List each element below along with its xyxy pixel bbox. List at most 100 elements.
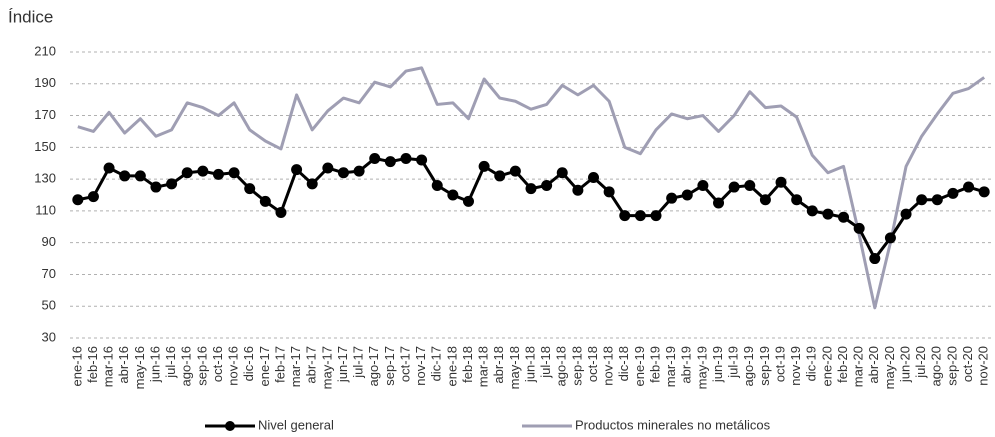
x-tick-label: abr-20 xyxy=(866,346,881,384)
x-tick-label: feb-17 xyxy=(272,346,287,383)
x-tick-label: ago-18 xyxy=(554,346,569,386)
point xyxy=(119,170,131,182)
x-tick-label: dic-19 xyxy=(804,346,819,381)
point xyxy=(431,179,443,191)
point xyxy=(447,189,459,201)
x-tick-label: oct-17 xyxy=(397,346,412,382)
point xyxy=(900,208,912,220)
point xyxy=(947,187,959,199)
point xyxy=(650,210,662,222)
x-tick-label: abr-18 xyxy=(491,346,506,384)
point xyxy=(916,194,928,206)
y-tick-label: 170 xyxy=(34,107,56,122)
point xyxy=(462,195,474,207)
point xyxy=(306,178,318,190)
x-tick-label: may-16 xyxy=(132,346,147,389)
x-tick-label: ago-17 xyxy=(366,346,381,386)
point xyxy=(275,206,287,218)
point xyxy=(713,197,725,209)
x-tick-label: jun-16 xyxy=(147,346,162,383)
y-tick-label: 190 xyxy=(34,75,56,90)
y-tick-label: 30 xyxy=(42,329,56,344)
x-tick-label: nov-18 xyxy=(601,346,616,386)
x-tick-label: sep-16 xyxy=(194,346,209,386)
x-tick-label: ago-20 xyxy=(929,346,944,386)
x-tick-label: dic-18 xyxy=(616,346,631,381)
point xyxy=(400,152,412,164)
point xyxy=(87,191,99,203)
point xyxy=(416,154,428,166)
x-tick-label: sep-19 xyxy=(757,346,772,386)
y-axis-title: Índice xyxy=(8,7,53,26)
x-tick-label: nov-17 xyxy=(413,346,428,386)
y-tick-label: 70 xyxy=(42,266,56,281)
x-tick-label: ago-16 xyxy=(179,346,194,386)
x-tick-label: feb-20 xyxy=(835,346,850,383)
x-tick-label: feb-18 xyxy=(460,346,475,383)
point xyxy=(775,176,787,188)
legend-label: Nivel general xyxy=(258,417,334,432)
point xyxy=(556,167,568,179)
x-tick-label: jul-19 xyxy=(726,346,741,379)
point xyxy=(588,172,600,184)
point xyxy=(822,208,834,220)
x-tick-label: sep-17 xyxy=(382,346,397,386)
x-tick-label: ene-19 xyxy=(632,346,647,386)
x-tick-label: may-17 xyxy=(319,346,334,389)
point xyxy=(978,186,990,198)
point xyxy=(744,179,756,191)
point xyxy=(603,186,615,198)
x-tick-label: ene-17 xyxy=(257,346,272,386)
point xyxy=(181,167,193,179)
x-tick-label: jun-18 xyxy=(522,346,537,383)
x-tick-label: dic-16 xyxy=(241,346,256,381)
x-tick-label: dic-17 xyxy=(429,346,444,381)
x-tick-label: feb-19 xyxy=(647,346,662,383)
point xyxy=(322,162,334,174)
x-tick-label: jun-17 xyxy=(335,346,350,383)
point xyxy=(291,164,303,176)
x-tick-label: may-19 xyxy=(694,346,709,389)
point xyxy=(494,170,506,182)
point xyxy=(478,160,490,172)
x-tick-label: oct-20 xyxy=(960,346,975,382)
point xyxy=(134,170,146,182)
x-tick-label: nov-16 xyxy=(226,346,241,386)
point xyxy=(791,194,803,206)
point xyxy=(384,156,396,168)
point xyxy=(666,192,678,204)
point xyxy=(697,179,709,191)
point xyxy=(353,165,365,177)
point xyxy=(259,195,271,207)
point xyxy=(853,222,865,234)
point xyxy=(541,179,553,191)
x-tick-label: ene-18 xyxy=(444,346,459,386)
point xyxy=(728,181,740,193)
y-tick-label: 130 xyxy=(34,171,56,186)
x-tick-label: abr-19 xyxy=(679,346,694,384)
point xyxy=(228,167,240,179)
point xyxy=(681,189,693,201)
x-tick-label: ago-19 xyxy=(741,346,756,386)
y-tick-label: 50 xyxy=(42,298,56,313)
x-tick-label: oct-19 xyxy=(772,346,787,382)
point xyxy=(525,183,537,195)
x-tick-label: jul-20 xyxy=(913,346,928,379)
point xyxy=(150,181,162,193)
x-tick-label: abr-17 xyxy=(304,346,319,384)
x-tick-label: feb-16 xyxy=(85,346,100,383)
point xyxy=(806,205,818,217)
x-tick-label: mar-20 xyxy=(851,346,866,387)
x-tick-label: may-20 xyxy=(882,346,897,389)
x-tick-label: sep-20 xyxy=(944,346,959,386)
x-tick-label: jun-19 xyxy=(710,346,725,383)
point xyxy=(759,194,771,206)
y-tick-label: 90 xyxy=(42,234,56,249)
point xyxy=(212,168,224,180)
legend-marker xyxy=(225,421,235,431)
x-tick-label: mar-19 xyxy=(663,346,678,387)
x-tick-label: nov-19 xyxy=(788,346,803,386)
point xyxy=(634,210,646,222)
legend-label: Productos minerales no metálicos xyxy=(575,417,771,432)
